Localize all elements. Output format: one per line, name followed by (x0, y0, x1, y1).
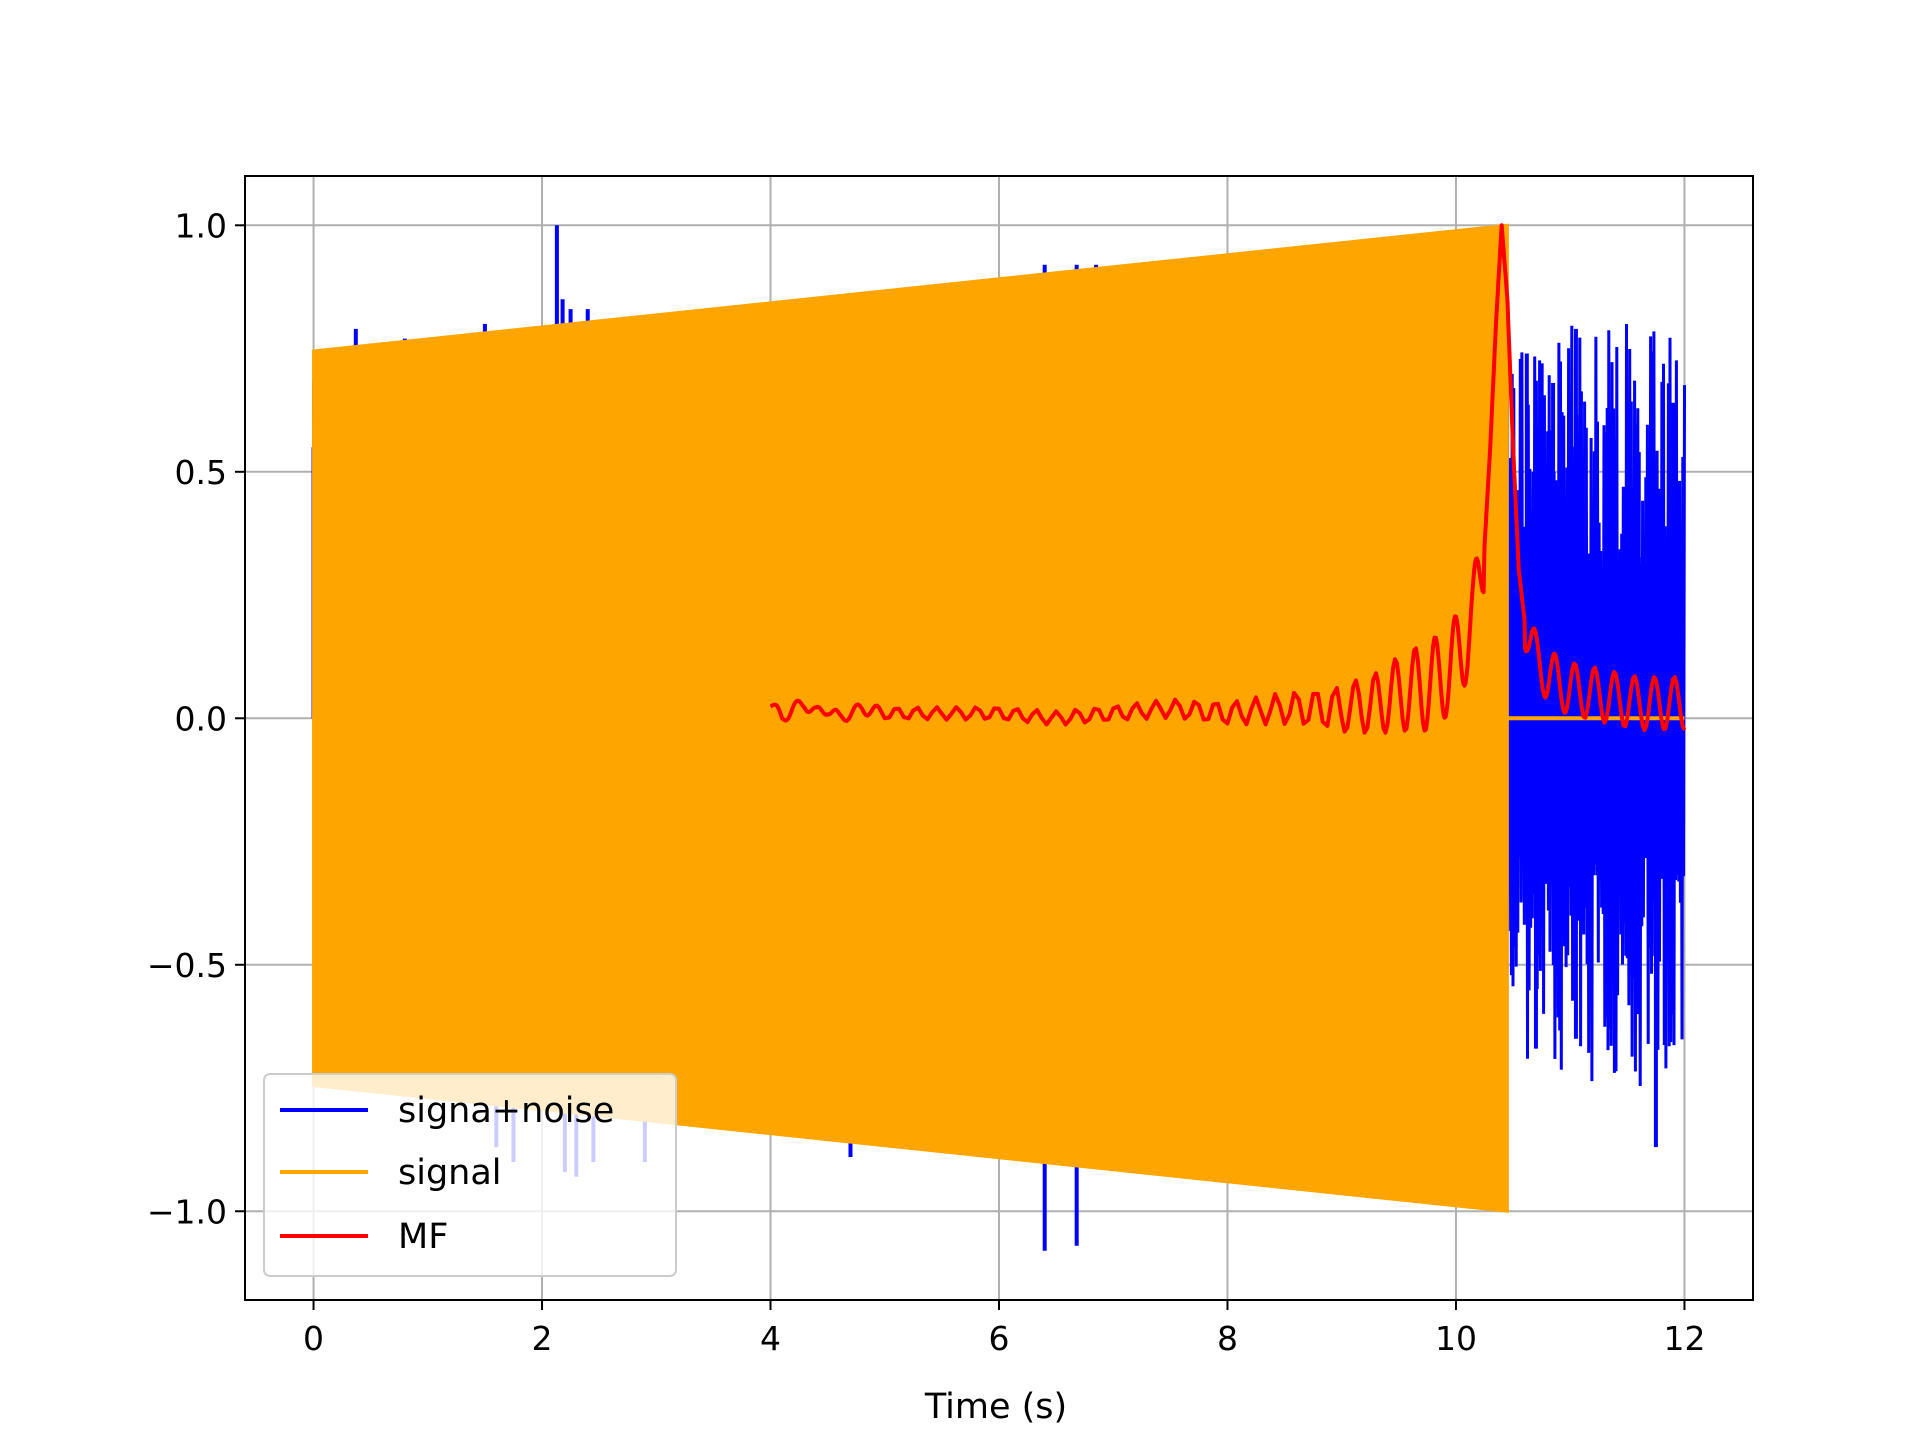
x-tick-label: 2 (532, 1319, 553, 1358)
x-tick-label: 8 (1217, 1319, 1238, 1358)
mf-line (769, 223, 1687, 735)
x-axis-label: Time (s) (924, 1387, 1067, 1427)
y-tick-label: −0.5 (147, 946, 227, 985)
series-mf (769, 223, 1687, 735)
series-signal (312, 223, 1685, 1213)
y-tick-label: 0.5 (175, 453, 227, 492)
y-tick-label: 0.0 (175, 699, 227, 738)
legend-label-signal-noise: signa+noise (398, 1091, 614, 1131)
y-tick-label: 1.0 (175, 206, 227, 245)
x-tick-label: 10 (1435, 1319, 1477, 1358)
x-tick-label: 6 (989, 1319, 1010, 1358)
y-tick-label: −1.0 (147, 1192, 227, 1231)
legend-box (263, 1073, 677, 1277)
legend-label-mf: MF (398, 1217, 448, 1257)
x-tick-label: 4 (760, 1319, 781, 1358)
legend-label-signal: signal (398, 1153, 502, 1193)
ticks: 0 2 4 6 8 10 12 1.0 0.5 0.0 −0.5 −1.0 (147, 206, 1706, 1358)
x-tick-label: 12 (1663, 1319, 1705, 1358)
legend: signa+noise signal MF (263, 1073, 677, 1277)
x-tick-label: 0 (303, 1319, 324, 1358)
